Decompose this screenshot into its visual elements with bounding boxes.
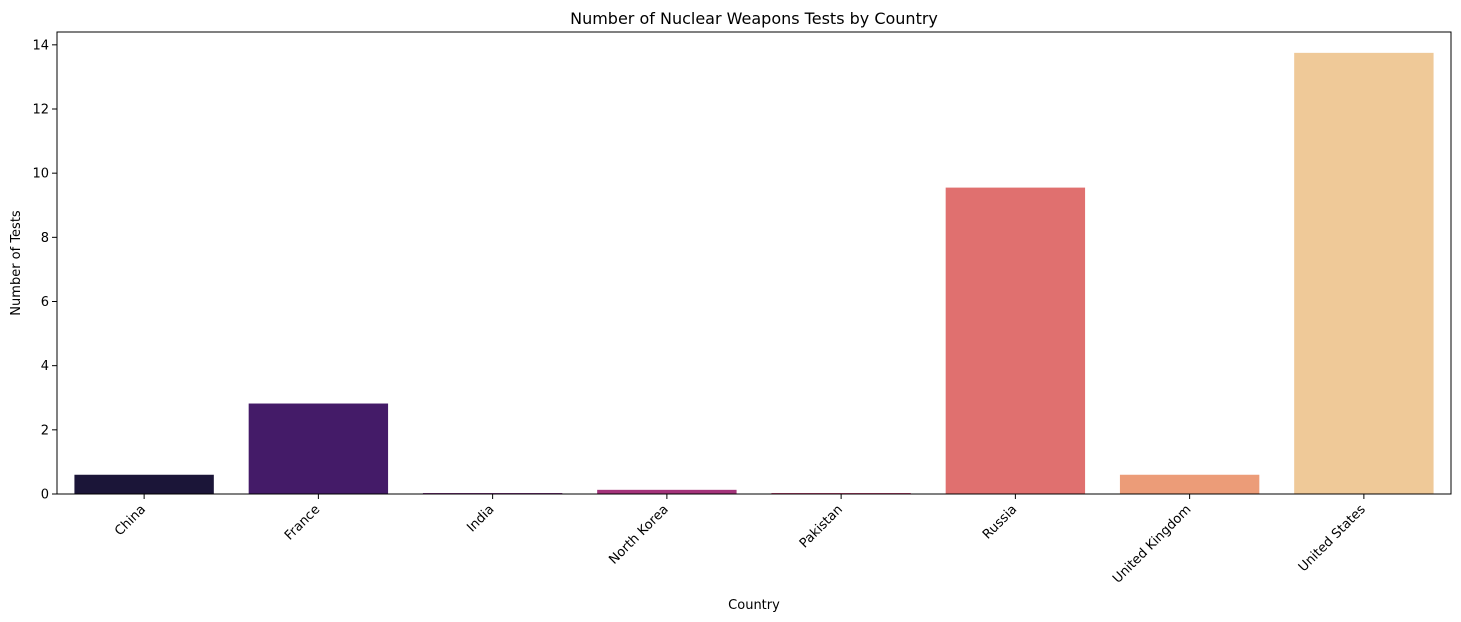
- y-axis-ticks: 0 2 4 6 8 10 12 14: [32, 38, 57, 503]
- y-tick-label: 14: [32, 38, 49, 53]
- y-tick-label: 12: [32, 103, 49, 118]
- y-tick-label: 6: [41, 295, 49, 310]
- bar-china: [74, 474, 214, 494]
- x-tick-label: Russia: [980, 502, 1020, 542]
- x-tick-label: India: [464, 502, 497, 535]
- bar-russia: [945, 187, 1086, 494]
- y-tick-label: 10: [32, 167, 49, 182]
- chart-title: Number of Nuclear Weapons Tests by Count…: [570, 9, 938, 28]
- y-tick-label: 8: [41, 231, 49, 246]
- bar-north-korea: [597, 489, 737, 494]
- bars-group: [74, 52, 1434, 495]
- y-axis-label: Number of Tests: [9, 210, 24, 316]
- plot-frame: [56, 31, 1452, 495]
- bar-united-states: [1294, 52, 1434, 495]
- y-tick-label: 4: [41, 359, 49, 374]
- bar-united-kingdom: [1119, 474, 1260, 494]
- x-tick-label: France: [282, 502, 323, 543]
- x-axis-ticks: China France India North Korea Pakistan Russi…: [112, 494, 1369, 587]
- x-tick-label: United States: [1296, 502, 1369, 575]
- x-tick-label: North Korea: [606, 502, 671, 567]
- x-axis-label: Country: [728, 598, 780, 613]
- x-tick-label: United Kingdom: [1110, 502, 1194, 586]
- y-tick-label: 0: [41, 488, 49, 503]
- x-tick-label: China: [112, 502, 149, 539]
- y-tick-label: 2: [41, 423, 49, 438]
- bar-france: [248, 403, 389, 494]
- x-tick-label: Pakistan: [797, 502, 846, 551]
